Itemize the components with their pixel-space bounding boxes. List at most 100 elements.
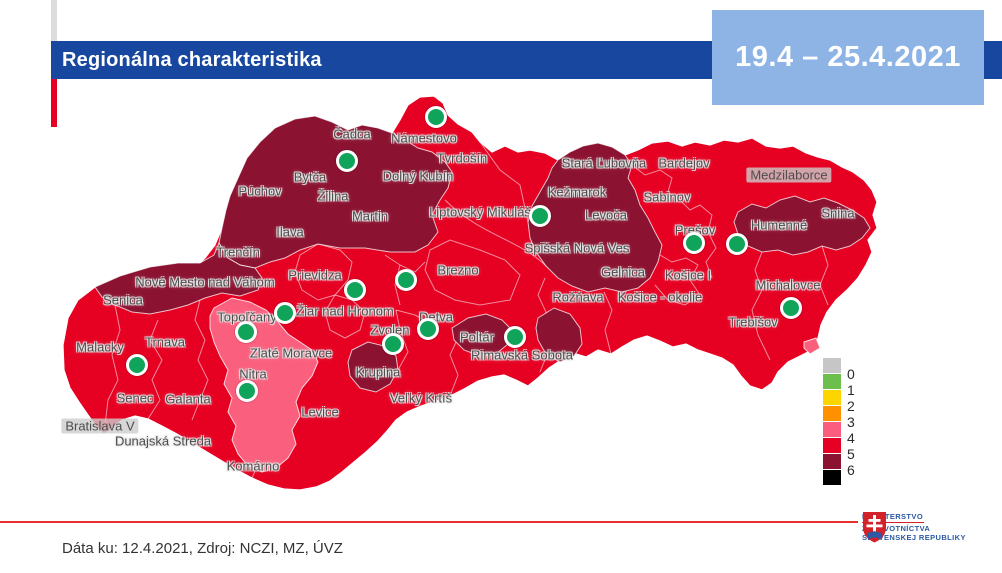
district-label: Malacky (76, 339, 124, 355)
slovak-coat-of-arms-icon (863, 512, 886, 543)
green-dot-marker (425, 106, 447, 128)
green-dot-marker (529, 205, 551, 227)
map-region-humenne-snina (733, 195, 871, 256)
district-label: Bytča (293, 169, 327, 185)
district-label: Spišská Nová Ves (524, 240, 630, 256)
district-label: Komárno (226, 458, 280, 474)
district-label: Senica (103, 292, 143, 308)
district-label: Žiar nad Hronom (296, 303, 394, 319)
green-dot-marker (382, 333, 404, 355)
map-region-east-sliver (803, 337, 821, 355)
green-dot-marker (780, 297, 802, 319)
footer-divider-line (0, 521, 858, 523)
district-label: Čadca (333, 126, 371, 142)
legend-value: 1 (847, 382, 855, 398)
district-label: Medzilaborce (746, 167, 832, 183)
green-dot-marker (417, 318, 439, 340)
district-label: Trebišov (728, 314, 778, 330)
district-label: Nitra (239, 366, 267, 382)
district-label: Topoľčany (217, 309, 277, 325)
left-accent-stripe-red (51, 79, 57, 127)
pink-regions (209, 297, 821, 473)
green-dot-marker (504, 326, 526, 348)
district-label: Brezno (437, 262, 479, 278)
legend-value: 6 (847, 462, 855, 478)
dark-red-regions (94, 115, 871, 393)
legend-swatch (823, 358, 841, 373)
district-label: Sabinov (643, 189, 691, 205)
green-dot-marker (126, 354, 148, 376)
map-region-spis (527, 142, 663, 293)
district-label: Zvolen (370, 322, 410, 338)
district-label: Košice - okolie (617, 289, 703, 305)
legend-swatch (823, 390, 841, 405)
legend-swatch (823, 406, 841, 421)
district-label: Púchov (238, 183, 282, 199)
district-label: Michalovce (755, 277, 821, 293)
district-label: Námestovo (391, 130, 457, 146)
legend-swatches (823, 358, 841, 485)
district-label: Liptovský Mikuláš (429, 204, 531, 220)
district-label: Stará Ľubovňa (561, 155, 647, 171)
legend-swatch (823, 454, 841, 469)
legend-value: 5 (847, 446, 855, 462)
district-label: Humenné (750, 217, 808, 233)
district-label: Dolný Kubín (382, 168, 454, 184)
map-region-senica-nmv (94, 241, 263, 315)
district-label: Levoča (585, 207, 627, 223)
district-label: Zlaté Moravce (249, 345, 333, 361)
legend-value: 2 (847, 398, 855, 414)
green-dot-marker (683, 232, 705, 254)
district-label: Bardejov (658, 155, 710, 171)
district-label: Dunajská Streda (114, 433, 212, 449)
date-range-box: 19.4 – 25.4.2021 (712, 10, 984, 105)
page-title: Regionálna charakteristika (62, 48, 322, 71)
green-dot-marker (344, 279, 366, 301)
district-label: Tvrdošín (436, 150, 488, 166)
district-label: Ilava (276, 224, 304, 240)
map-region-nitra-strip (209, 297, 319, 473)
ministry-logo: MINISTERSTVO ZDRAVOTNÍCTVA SLOVENSKEJ RE… (862, 511, 966, 543)
district-label: Trenčín (216, 244, 260, 260)
green-dot-marker (235, 321, 257, 343)
legend-swatch (823, 374, 841, 389)
district-label: Žilina (317, 188, 349, 204)
district-label: Rimavská Sobota (471, 347, 573, 363)
ministry-line-3: SLOVENSKEJ REPUBLIKY (862, 533, 966, 542)
district-label: Krupina (355, 364, 401, 380)
green-dot-marker (236, 380, 258, 402)
data-source-note: Dáta ku: 12.4.2021, Zdroj: NCZI, MZ, ÚVZ (62, 540, 343, 557)
district-label: Kežmarok (547, 184, 607, 200)
left-accent-stripe-gray (51, 0, 57, 41)
ministry-text: MINISTERSTVO ZDRAVOTNÍCTVA SLOVENSKEJ RE… (862, 511, 966, 542)
ministry-line-2: ZDRAVOTNÍCTVA (862, 524, 931, 533)
legend-value: 4 (847, 430, 855, 446)
district-label: Prievidza (288, 267, 342, 283)
map-region-revuca (535, 307, 583, 363)
ministry-line-1: MINISTERSTVO (862, 512, 924, 523)
district-label: Košice I (664, 267, 712, 283)
district-label: Levice (301, 404, 339, 420)
district-label: Gelnica (600, 264, 646, 280)
legend-value: 3 (847, 414, 855, 430)
legend-swatch (823, 438, 841, 453)
date-range: 19.4 – 25.4.2021 (735, 41, 961, 73)
district-label: Trnava (145, 334, 185, 350)
green-dot-marker (336, 150, 358, 172)
district-label: Veľký Krtíš (389, 390, 453, 406)
district-label: Bratislava V (61, 418, 139, 434)
district-label: Nové Mesto nad Váhom (135, 274, 275, 290)
green-dot-marker (274, 302, 296, 324)
map-region-krupina (347, 341, 399, 393)
district-label: Senec (116, 390, 154, 406)
district-label: Snina (821, 205, 855, 221)
green-dot-marker (395, 269, 417, 291)
legend-swatch (823, 422, 841, 437)
district-label: Martin (351, 208, 389, 224)
district-label: Rožňava (552, 289, 604, 305)
legend-value: 0 (847, 366, 855, 382)
district-label: Galanta (165, 391, 211, 407)
